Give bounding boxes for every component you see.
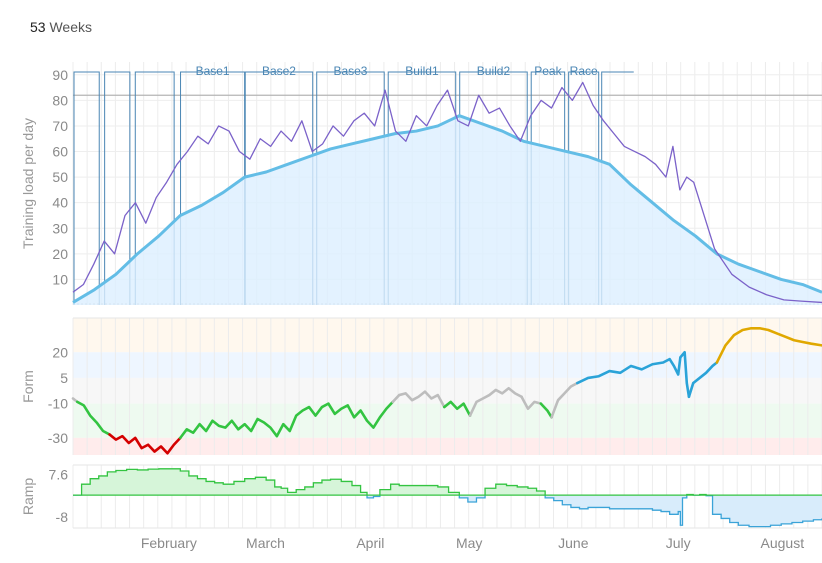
phase-label: Base3 xyxy=(333,64,367,78)
y-axis-label: Form xyxy=(20,370,36,403)
month-label: June xyxy=(558,535,589,551)
ramp-area-negative xyxy=(367,495,822,527)
phase-label: Peak xyxy=(534,64,562,78)
phase-label: Base2 xyxy=(262,64,296,78)
form-line xyxy=(520,395,543,411)
form-zone xyxy=(73,377,822,404)
y-tick-label: 20 xyxy=(52,344,68,360)
y-axis-label: Training load per day xyxy=(20,118,36,249)
form-line xyxy=(715,326,822,364)
y-tick-label: 80 xyxy=(52,92,68,108)
y-tick-label: -30 xyxy=(48,430,68,446)
month-label: April xyxy=(356,535,384,551)
month-label: May xyxy=(456,535,482,551)
y-tick-label: -8 xyxy=(56,509,69,525)
y-tick-label: 90 xyxy=(52,67,68,83)
y-tick-label: -10 xyxy=(48,396,68,412)
ramp-panel: 7.6 -8 Ramp xyxy=(20,464,822,529)
y-axis-label: Ramp xyxy=(20,478,36,516)
form-line xyxy=(179,400,395,440)
y-tick-label: 50 xyxy=(52,169,68,185)
form-line xyxy=(108,433,182,455)
phase-bracket xyxy=(134,71,175,305)
y-tick-label: 5 xyxy=(60,370,68,386)
phase-label: Build2 xyxy=(477,64,511,78)
form-zone xyxy=(73,352,822,378)
form-line xyxy=(539,402,553,419)
phase-label: Race xyxy=(570,64,598,78)
form-line xyxy=(75,400,111,436)
x-axis: February March April May June July August xyxy=(141,535,804,551)
fitness-area xyxy=(73,115,822,305)
phase-label: Build1 xyxy=(405,64,439,78)
form-line xyxy=(576,350,691,399)
month-label: July xyxy=(666,535,691,551)
training-load-panel: 10 20 30 40 50 60 70 80 90 Base1 Base2 Base3 Build1 B… xyxy=(20,62,822,305)
duration-label: 53 Weeks xyxy=(30,19,92,35)
form-panel: 20 5 -10 -30 Form xyxy=(20,317,822,455)
form-line xyxy=(550,381,579,419)
ramp-area-positive xyxy=(73,468,822,496)
month-label: August xyxy=(761,535,805,551)
month-label: March xyxy=(246,535,285,551)
month-label: February xyxy=(141,535,197,551)
phase-bracket xyxy=(73,71,100,305)
form-zone xyxy=(73,437,822,455)
phase-bracket xyxy=(104,71,131,305)
y-tick-label: 7.6 xyxy=(49,466,69,482)
y-tick-label: 30 xyxy=(52,220,68,236)
form-line xyxy=(687,361,719,399)
y-tick-label: 10 xyxy=(52,271,68,287)
phase-label: Base1 xyxy=(196,64,230,78)
y-tick-label: 40 xyxy=(52,195,68,211)
duration-unit: Weeks xyxy=(49,19,93,35)
form-zone xyxy=(73,403,822,438)
fitness-line xyxy=(72,114,822,304)
form-line xyxy=(442,400,472,417)
duration-count: 53 xyxy=(30,19,46,35)
form-zone xyxy=(73,318,822,353)
form-line xyxy=(468,386,523,417)
y-tick-label: 20 xyxy=(52,246,68,262)
form-line xyxy=(391,390,446,409)
y-tick-label: 60 xyxy=(52,144,68,160)
fatigue-line xyxy=(72,81,822,304)
y-tick-label: 70 xyxy=(52,118,68,134)
